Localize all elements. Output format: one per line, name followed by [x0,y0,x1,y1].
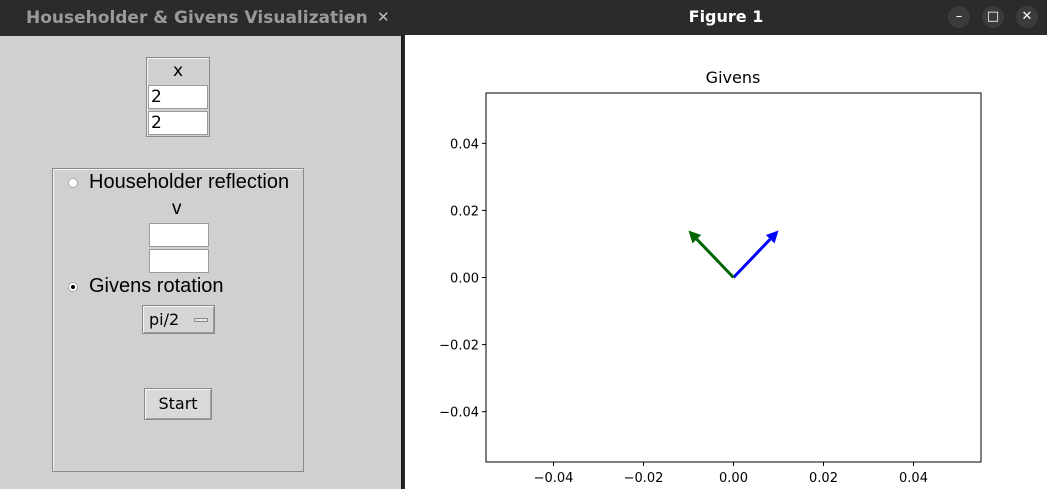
axis-ticks: −0.04 −0.02 0.00 0.02 0.04 −0.04 −0.02 0.00 0.02… [439,137,928,486]
control-window: Householder & Givens Visualization – ✕ x… [0,0,403,489]
figure-window: Figure 1 – □ ✕ Givens −0.04 −0.02 0.00 0.02… [405,0,1047,489]
y-tick-label: −0.04 [439,406,479,421]
v-label: v [172,198,182,219]
x2-input[interactable]: 2 [148,111,208,135]
arrow-head [688,230,702,244]
householder-label[interactable]: Householder reflection [89,171,290,193]
givens-plot: Givens −0.04 −0.02 0.00 0.02 0.04 −0.04 −0.02 0… [439,68,982,486]
control-window-title: Householder & Givens Visualization [26,8,368,28]
figure-window-title: Figure 1 [688,7,764,26]
x-tick-label: 0.04 [899,471,928,486]
givens-radio[interactable] [68,282,78,292]
x-tick-label: 0.00 [719,471,748,486]
x-tick-label: −0.04 [534,471,574,486]
chart-title: Givens [706,68,761,87]
v2-input[interactable] [149,249,209,273]
arrow-head [765,230,779,244]
maximize-icon[interactable]: □ [982,6,1004,28]
control-window-titlebar: Householder & Givens Visualization – ✕ [0,0,403,36]
figure-window-titlebar: Figure 1 – □ ✕ [405,0,1047,35]
x1-input[interactable]: 2 [148,85,208,109]
close-icon[interactable]: ✕ [377,8,390,26]
v1-input[interactable] [149,223,209,247]
minimize-icon[interactable]: – [948,6,970,28]
start-button[interactable]: Start [144,388,212,420]
x-tick-label: 0.02 [809,471,838,486]
x-tick-label: −0.02 [624,471,664,486]
minimize-icon[interactable]: – [346,8,354,26]
dropdown-indicator-icon [194,318,208,322]
y-tick-label: 0.02 [450,204,479,219]
y-tick-label: 0.04 [450,137,479,152]
method-frame [52,168,304,472]
radio-selected-dot [71,285,75,289]
householder-radio[interactable] [68,178,78,188]
close-icon[interactable]: ✕ [1016,6,1038,28]
vector-arrows [688,230,779,279]
x-vector-frame: x [146,57,210,137]
x-label: x [172,61,184,81]
arrow-shaft [732,238,772,279]
arrow-shaft [695,238,735,279]
y-tick-label: −0.02 [439,339,479,354]
vector-arrow-2 [688,230,735,279]
vector-arrow-1 [732,230,779,279]
y-tick-label: 0.00 [450,272,479,287]
angle-dropdown-value: pi/2 [149,310,180,329]
givens-label[interactable]: Givens rotation [89,275,224,297]
angle-dropdown[interactable]: pi/2 [142,305,215,334]
